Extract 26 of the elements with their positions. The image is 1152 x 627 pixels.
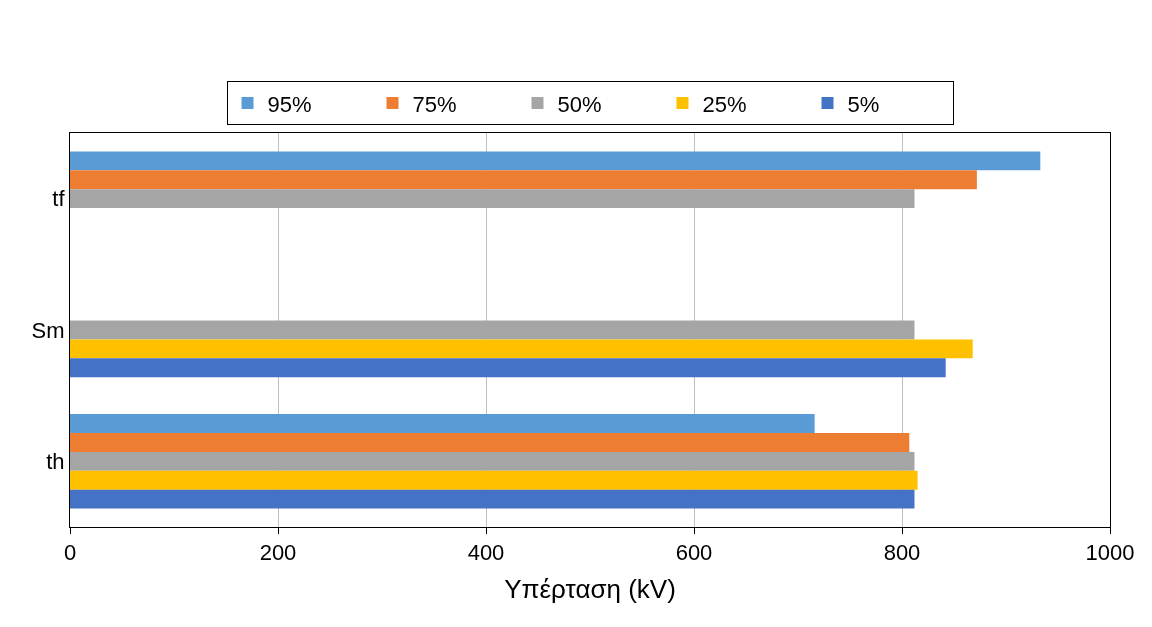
legend-label: 75% (412, 91, 457, 117)
y-tick-label: Sm (31, 317, 65, 343)
x-tick-label: 200 (259, 540, 297, 566)
bar (70, 320, 915, 340)
y-tick-label: tf (52, 186, 66, 212)
x-tick-label: 600 (675, 540, 713, 566)
x-tick-label: 800 (883, 540, 921, 566)
legend-label: 25% (702, 91, 747, 117)
bar (70, 414, 815, 433)
bar (70, 470, 918, 490)
bar (70, 170, 977, 190)
legend-label: 95% (267, 91, 312, 117)
bar (70, 432, 910, 452)
x-tick-label: 400 (467, 540, 505, 566)
y-tick-label: th (46, 449, 65, 475)
bar (70, 489, 915, 509)
bar (70, 451, 915, 471)
legend-label: 50% (557, 91, 602, 117)
x-tick-label: 0 (63, 540, 77, 566)
bar (70, 151, 1041, 171)
bar (70, 189, 915, 209)
x-tick-label: 1000 (1085, 540, 1135, 566)
bar (70, 339, 973, 359)
bar (70, 358, 946, 378)
legend-label: 5% (847, 91, 880, 117)
x-axis-title: Υπέρταση (kV) (504, 574, 676, 605)
